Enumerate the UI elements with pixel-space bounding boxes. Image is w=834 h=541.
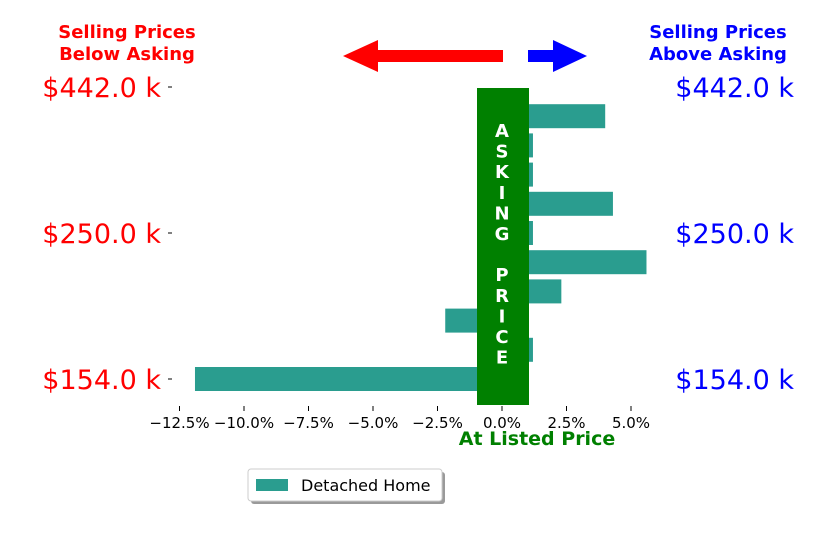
legend: Detached Home (247, 468, 445, 504)
x-tick-label: −7.5% (283, 414, 334, 432)
header-below-line1: Selling Prices (58, 22, 195, 43)
price-label-right: $442.0 k (675, 73, 794, 104)
price-label-left: $154.0 k (42, 365, 161, 396)
band-letter: E (496, 348, 508, 369)
band-letter: A (495, 121, 509, 142)
left-arrow-icon (343, 40, 503, 72)
band-letter: I (499, 183, 506, 204)
legend-box (247, 468, 443, 502)
price-label-left: $442.0 k (42, 73, 161, 104)
legend-label: Detached Home (301, 476, 431, 495)
price-label-left: $250.0 k (42, 219, 161, 250)
header-below-line2: Below Asking (59, 44, 195, 65)
band-letter: S (496, 142, 509, 163)
x-axis-label: At Listed Price (459, 428, 615, 450)
header-above-line2: Above Asking (649, 44, 787, 65)
x-axis: −12.5% −10.0% −7.5% −5.0% −2.5% 0.0% 2.5% 5.0% (149, 406, 650, 432)
asking-price-band (477, 88, 529, 405)
band-letter: K (495, 162, 510, 183)
legend-swatch (256, 479, 288, 491)
band-letter: C (495, 327, 508, 348)
x-tick-label: 5.0% (612, 414, 650, 432)
x-tick-label: 0.0% (483, 414, 521, 432)
band-letter: G (495, 224, 510, 245)
x-tick-label: −2.5% (412, 414, 463, 432)
x-tick-label: −5.0% (348, 414, 399, 432)
price-label-right: $250.0 k (675, 219, 794, 250)
bar-0 (194, 367, 503, 391)
band-letter: P (495, 265, 508, 286)
band-letter: N (494, 203, 509, 224)
band-letter: R (495, 286, 509, 307)
price-labels-left: $154.0 k $250.0 k $442.0 k (42, 73, 172, 396)
x-tick-label: −10.0% (214, 414, 274, 432)
price-labels-right: $154.0 k $250.0 k $442.0 k (675, 73, 794, 396)
bar-group (194, 104, 647, 391)
x-tick-label: 2.5% (547, 414, 585, 432)
right-arrow-icon (528, 40, 587, 72)
price-label-right: $154.0 k (675, 365, 794, 396)
header-above-line1: Selling Prices (649, 22, 786, 43)
band-letter: I (499, 306, 506, 327)
x-tick-label: −12.5% (149, 414, 209, 432)
